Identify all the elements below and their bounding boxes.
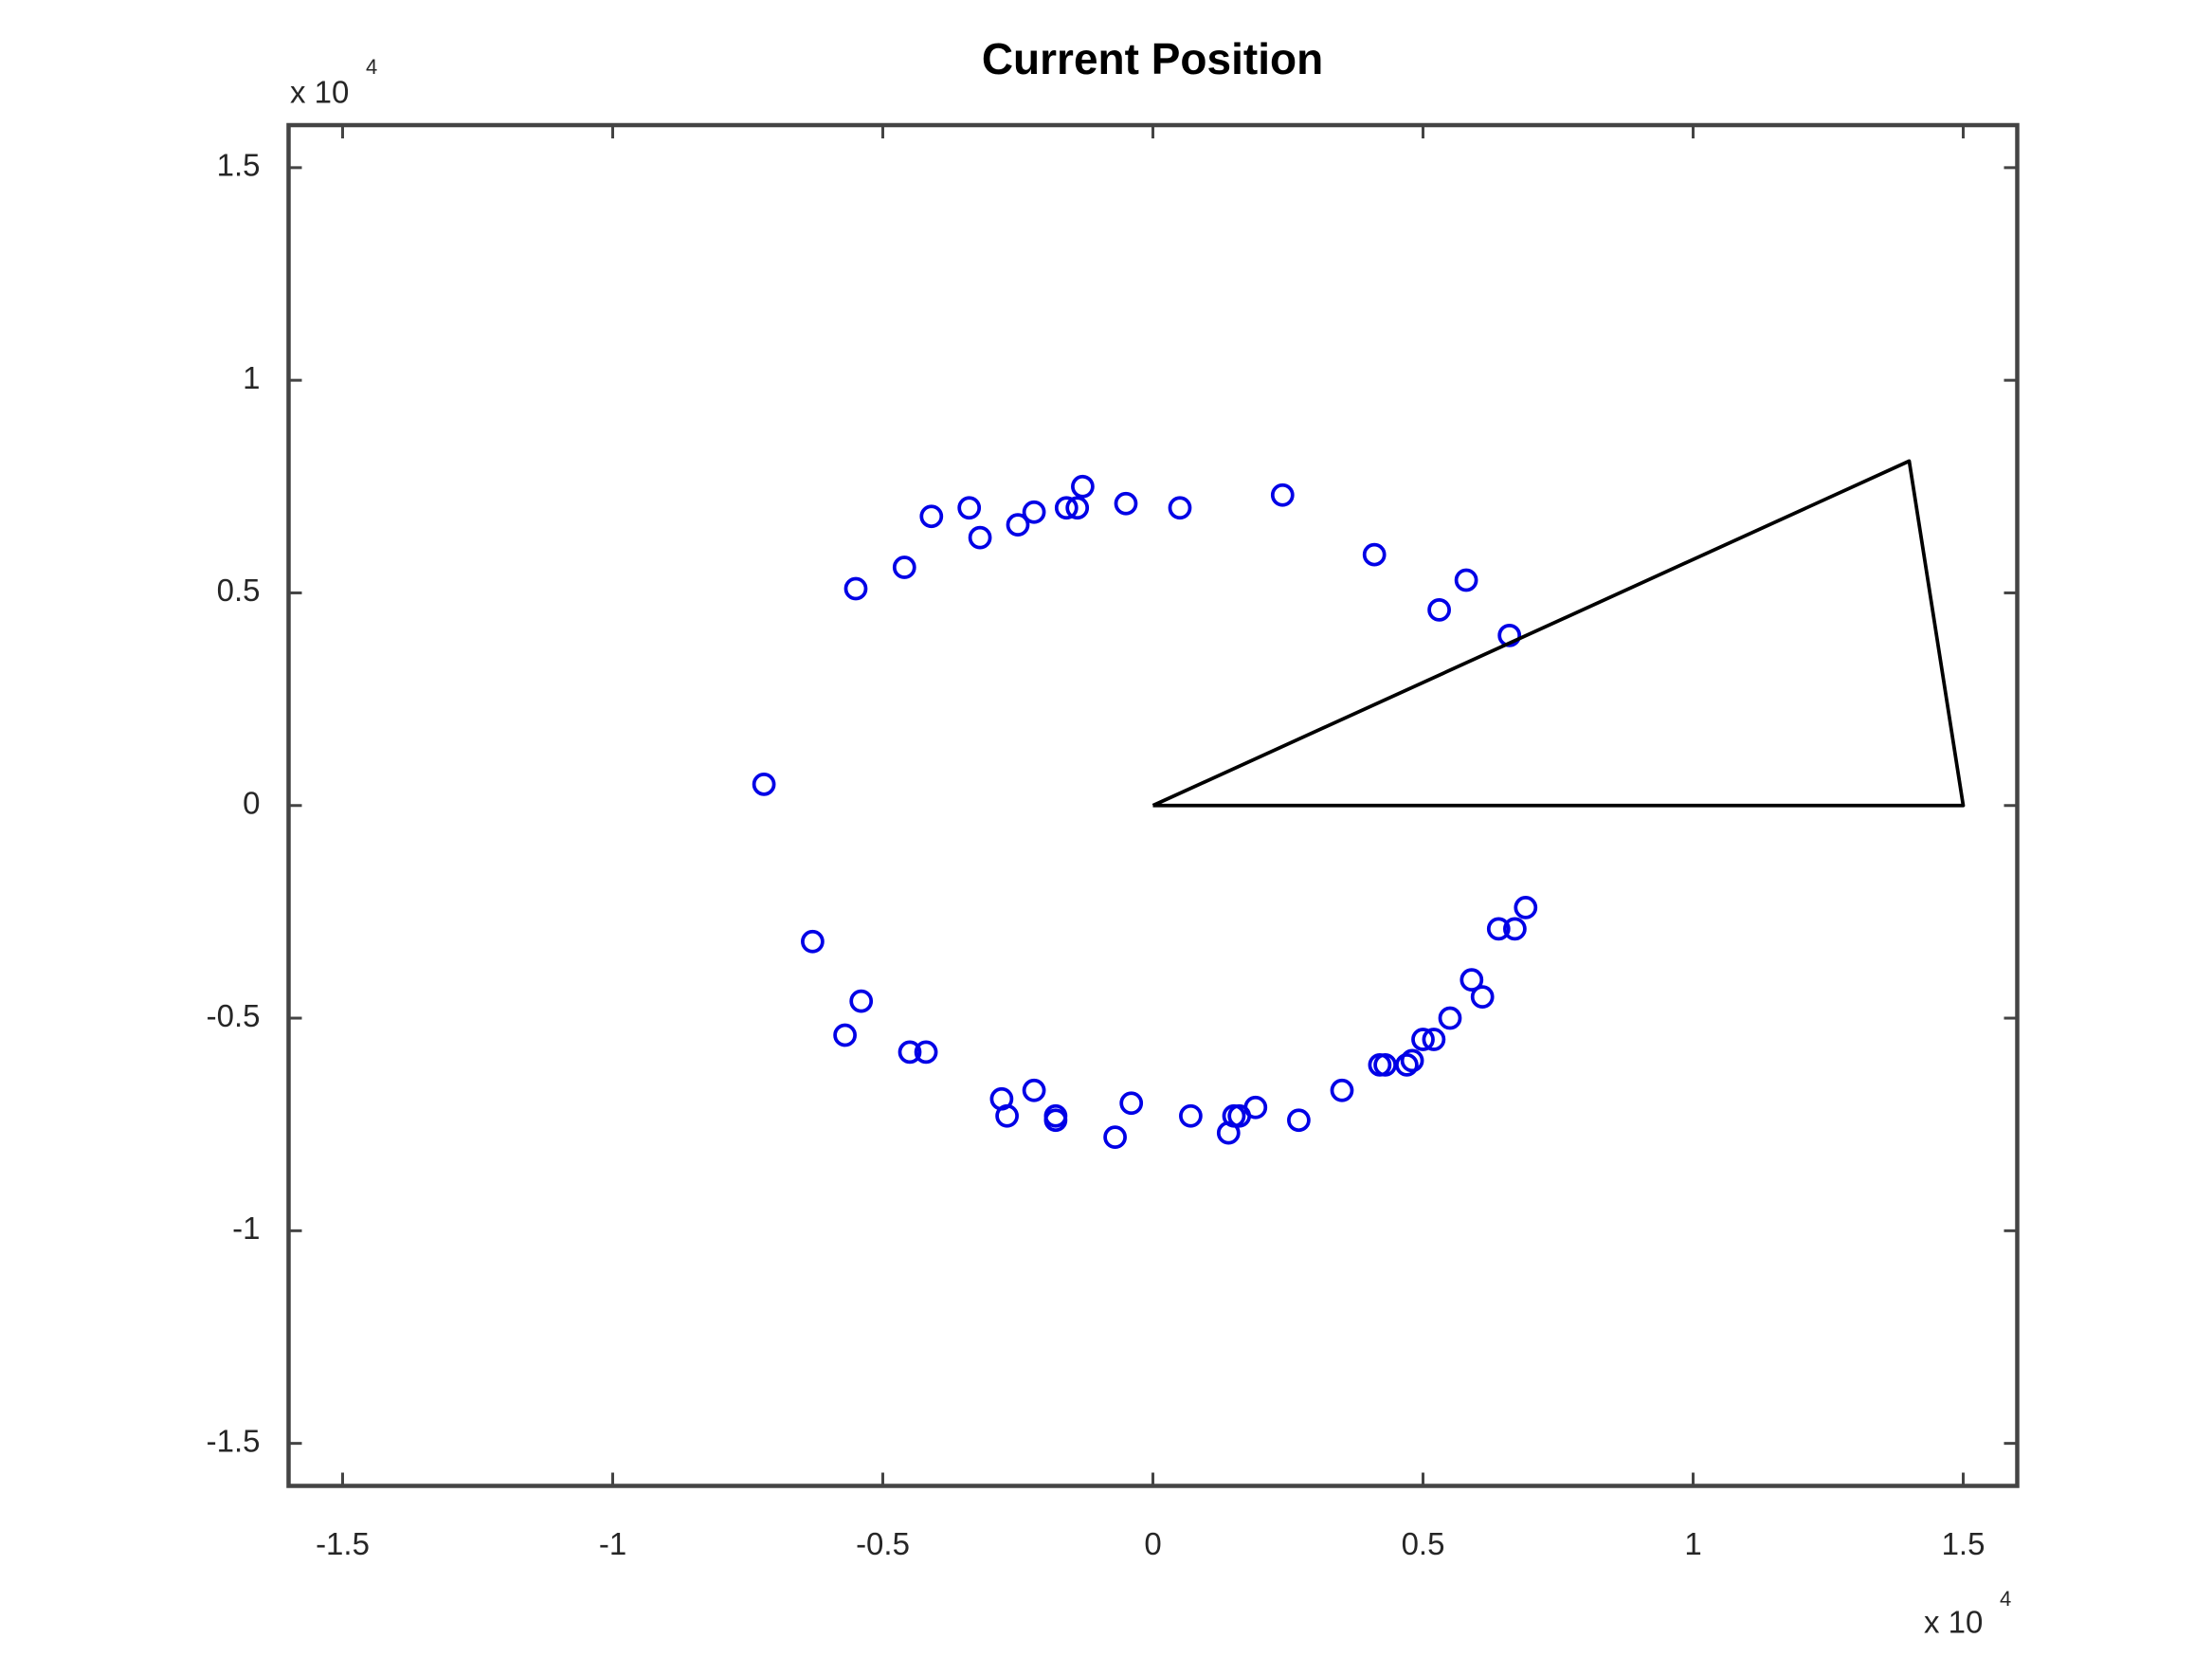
scatter-point [1438, 1006, 1462, 1030]
scatter-point [968, 525, 992, 550]
x-tick-label: 0.5 [1402, 1526, 1445, 1561]
x-tick-label: 1 [1684, 1526, 1701, 1561]
scatter-point [1497, 623, 1522, 647]
scatter-point [919, 504, 944, 529]
scatter-point [1022, 1078, 1046, 1102]
scatter-point [1362, 542, 1387, 567]
scatter-point [1460, 968, 1484, 992]
scatter-point [1503, 917, 1527, 941]
y-tick-label: 0.5 [217, 573, 261, 608]
x-tick-label: -1.5 [316, 1526, 370, 1561]
scatter-point [1071, 474, 1095, 499]
scatter-point [1411, 1028, 1435, 1051]
scatter-point [1470, 985, 1495, 1009]
scatter-point [1114, 491, 1138, 516]
scatter-point [897, 1040, 922, 1065]
line [1151, 459, 1966, 808]
scatter-point [1179, 1103, 1203, 1128]
scatter-point [1043, 1108, 1068, 1133]
plot-frame [286, 122, 2020, 1488]
scatter-point [1054, 496, 1079, 520]
y-tick-label: 1.5 [217, 148, 261, 183]
scatter-point [1330, 1078, 1354, 1102]
scatter-point [843, 576, 868, 601]
x-multiplier: x 10 [1924, 1605, 1983, 1640]
scatter-point [1022, 500, 1046, 524]
scatter-point [1427, 598, 1451, 622]
scatter-point [1422, 1028, 1446, 1051]
y-tick-label: -1.5 [207, 1423, 261, 1458]
y-multiplier-exponent: 4 [366, 55, 377, 79]
scatter-point [1103, 1125, 1127, 1150]
y-multiplier: x 10 [290, 75, 349, 110]
scatter-point [1119, 1091, 1144, 1116]
scatter-point [1065, 496, 1090, 520]
y-tick-label: 1 [243, 360, 260, 395]
x-multiplier-exponent: 4 [2000, 1587, 2011, 1611]
scatter-point [1270, 483, 1295, 507]
scatter-point [1287, 1108, 1311, 1133]
x-tick-label: 0 [1144, 1526, 1161, 1561]
scatter-point [1006, 513, 1030, 537]
x-tick-label: -0.5 [856, 1526, 910, 1561]
x-tick-label: -1 [599, 1526, 626, 1561]
chart-title: Current Position [982, 34, 1323, 83]
scatter-point [1486, 917, 1511, 941]
scatter-point [1168, 496, 1192, 520]
scatter-point [1400, 1048, 1424, 1073]
y-tick-label: -0.5 [207, 998, 261, 1033]
scatter-point [1514, 896, 1538, 920]
scatter-point [995, 1103, 1019, 1128]
scatter-point [1216, 1120, 1241, 1145]
scatter-point [892, 555, 916, 579]
scatter-point [957, 496, 982, 520]
x-tick-label: 1.5 [1942, 1526, 1985, 1561]
scatter-point [849, 989, 874, 1013]
scatter-point [833, 1023, 857, 1047]
y-tick-label: 0 [243, 785, 260, 820]
scatter-point [914, 1040, 938, 1065]
scatter-point [801, 929, 825, 954]
scatter-point [752, 772, 776, 796]
scatter-point [1395, 1053, 1419, 1077]
scatter-point [1454, 568, 1478, 592]
y-tick-label: -1 [232, 1211, 260, 1246]
